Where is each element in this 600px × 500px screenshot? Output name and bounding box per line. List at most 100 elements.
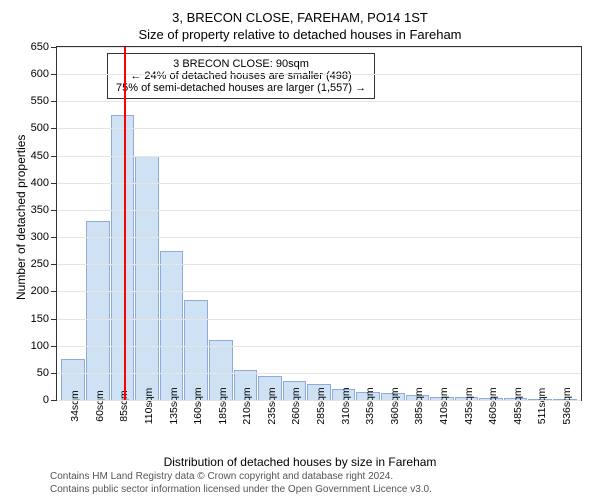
- plot-area: 34sqm60sqm85sqm110sqm135sqm160sqm185sqm2…: [56, 46, 582, 401]
- bar-slot: 110sqm: [135, 47, 160, 400]
- bar-slot: 511sqm: [528, 47, 553, 400]
- footer-attribution: Contains HM Land Registry data © Crown c…: [50, 470, 432, 496]
- gridline: [57, 264, 581, 265]
- histogram-bar: [184, 300, 208, 400]
- gridline: [57, 74, 581, 75]
- y-tick: [51, 128, 57, 129]
- bar-slot: 310sqm: [331, 47, 356, 400]
- y-tick: [51, 237, 57, 238]
- y-tick-label: 400: [31, 177, 49, 189]
- chart-subtitle: Size of property relative to detached ho…: [8, 27, 592, 42]
- y-tick: [51, 346, 57, 347]
- bar-slot: 135sqm: [159, 47, 184, 400]
- bar-slot: 185sqm: [208, 47, 233, 400]
- histogram-bar: [135, 156, 159, 400]
- bar-slot: 160sqm: [184, 47, 209, 400]
- x-tick-label: 435sqm: [463, 387, 475, 424]
- x-tick-label: 285sqm: [315, 387, 327, 424]
- gridline: [57, 346, 581, 347]
- chart-container: 3, BRECON CLOSE, FAREHAM, PO14 1ST Size …: [0, 0, 600, 500]
- footer-line-2: Contains public sector information licen…: [50, 483, 432, 496]
- x-tick-label: 60sqm: [94, 390, 106, 422]
- info-line-3: 75% of semi-detached houses are larger (…: [116, 82, 366, 94]
- info-line-2: ← 24% of detached houses are smaller (49…: [116, 70, 366, 82]
- y-tick: [51, 400, 57, 401]
- y-tick-label: 250: [31, 258, 49, 270]
- x-axis-label: Distribution of detached houses by size …: [8, 455, 592, 469]
- bar-slot: 485sqm: [503, 47, 528, 400]
- bar-slot: 410sqm: [430, 47, 455, 400]
- x-tick-label: 185sqm: [217, 387, 229, 424]
- bar-slot: 285sqm: [307, 47, 332, 400]
- footer-line-1: Contains HM Land Registry data © Crown c…: [50, 470, 432, 483]
- y-tick: [51, 47, 57, 48]
- y-tick-label: 350: [31, 204, 49, 216]
- y-tick-label: 500: [31, 122, 49, 134]
- x-tick-label: 511sqm: [536, 388, 548, 425]
- x-tick-label: 260sqm: [290, 387, 302, 424]
- bar-slot: 85sqm: [110, 47, 135, 400]
- gridline: [57, 183, 581, 184]
- bar-slot: 435sqm: [454, 47, 479, 400]
- x-tick-label: 310sqm: [340, 387, 352, 424]
- x-tick-label: 485sqm: [512, 387, 524, 424]
- gridline: [57, 373, 581, 374]
- property-marker-line: [124, 47, 126, 400]
- y-tick-label: 150: [31, 313, 49, 325]
- y-tick: [51, 156, 57, 157]
- bar-slot: 385sqm: [405, 47, 430, 400]
- x-tick-label: 160sqm: [192, 387, 204, 424]
- histogram-bar: [160, 251, 184, 400]
- bars-group: 34sqm60sqm85sqm110sqm135sqm160sqm185sqm2…: [57, 47, 581, 400]
- y-tick-label: 600: [31, 68, 49, 80]
- gridline: [57, 291, 581, 292]
- y-tick-label: 300: [31, 231, 49, 243]
- y-tick-label: 450: [31, 150, 49, 162]
- x-tick-label: 536sqm: [561, 387, 573, 424]
- gridline: [57, 128, 581, 129]
- x-tick-label: 335sqm: [364, 387, 376, 424]
- x-tick-label: 360sqm: [389, 387, 401, 424]
- gridline: [57, 101, 581, 102]
- y-tick: [51, 74, 57, 75]
- info-line-1: 3 BRECON CLOSE: 90sqm: [116, 58, 366, 70]
- gridline: [57, 319, 581, 320]
- y-tick: [51, 319, 57, 320]
- bar-slot: 210sqm: [233, 47, 258, 400]
- info-box: 3 BRECON CLOSE: 90sqm ← 24% of detached …: [107, 53, 375, 99]
- x-tick-label: 460sqm: [487, 387, 499, 424]
- bar-slot: 235sqm: [258, 47, 283, 400]
- y-tick-label: 0: [43, 394, 49, 406]
- bar-slot: 260sqm: [282, 47, 307, 400]
- x-tick-label: 110sqm: [143, 388, 155, 425]
- y-axis-label: Number of detached properties: [14, 135, 28, 300]
- y-tick: [51, 183, 57, 184]
- x-tick-label: 34sqm: [69, 390, 81, 422]
- gridline: [57, 400, 581, 401]
- y-tick-label: 50: [37, 367, 49, 379]
- x-tick-label: 210sqm: [241, 387, 253, 424]
- gridline: [57, 210, 581, 211]
- y-tick: [51, 101, 57, 102]
- bar-slot: 360sqm: [381, 47, 406, 400]
- y-tick: [51, 210, 57, 211]
- chart-address-title: 3, BRECON CLOSE, FAREHAM, PO14 1ST: [8, 10, 592, 25]
- bar-slot: 460sqm: [479, 47, 504, 400]
- bar-slot: 60sqm: [86, 47, 111, 400]
- bar-slot: 536sqm: [553, 47, 578, 400]
- bar-slot: 335sqm: [356, 47, 381, 400]
- gridline: [57, 156, 581, 157]
- gridline: [57, 47, 581, 48]
- x-tick-label: 410sqm: [438, 387, 450, 424]
- y-tick-label: 200: [31, 285, 49, 297]
- y-tick-label: 550: [31, 95, 49, 107]
- x-tick-label: 135sqm: [168, 387, 180, 424]
- chart-plot-wrapper: 34sqm60sqm85sqm110sqm135sqm160sqm185sqm2…: [56, 46, 582, 401]
- x-tick-label: 235sqm: [266, 387, 278, 424]
- x-tick-label: 385sqm: [413, 387, 425, 424]
- bar-slot: 34sqm: [61, 47, 86, 400]
- y-tick-label: 650: [31, 41, 49, 53]
- y-tick-label: 100: [31, 340, 49, 352]
- y-tick: [51, 264, 57, 265]
- histogram-bar: [111, 115, 135, 400]
